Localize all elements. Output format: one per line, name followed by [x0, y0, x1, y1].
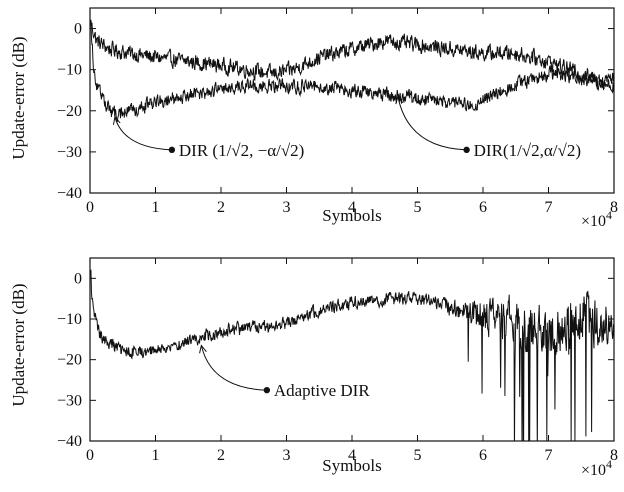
y-tick-label: 0 — [74, 270, 82, 287]
x-tick-label: 4 — [348, 199, 356, 216]
y-tick-label: −20 — [57, 352, 82, 369]
x-tick-label: 1 — [152, 447, 160, 464]
x-tick-label: 0 — [86, 199, 94, 216]
x-axis-multiplier: ×104 — [581, 208, 612, 230]
x-tick-label: 3 — [283, 199, 291, 216]
plot-frame — [89, 257, 615, 442]
annotation-leader — [114, 116, 172, 151]
series-line — [90, 269, 614, 441]
x-axis-label: Symbols — [322, 206, 382, 225]
x-tick-label: 5 — [414, 447, 422, 464]
x-tick-label: 2 — [217, 199, 225, 216]
annotation-arrowhead — [112, 115, 121, 125]
x-tick-label: 4 — [348, 447, 356, 464]
y-tick-label: −40 — [57, 185, 82, 202]
bottom-chart-panel: 0 1 2 3 4 5 6 7 8 0 −10 −20 −30 −40 Symbols ×104 Update-… — [9, 257, 618, 479]
annotation-leader — [397, 96, 467, 151]
x-tick-label: 6 — [479, 447, 487, 464]
series-line — [90, 19, 614, 94]
y-tick-label: 0 — [74, 21, 82, 38]
y-tick-label: −30 — [57, 392, 82, 409]
x-axis-multiplier: ×104 — [581, 457, 612, 479]
annotation-dot — [263, 386, 271, 394]
x-tick-label: 1 — [152, 199, 160, 216]
x-tick-label: 7 — [545, 199, 553, 216]
annotation-arrowhead — [395, 95, 404, 105]
x-tick-label: 7 — [545, 447, 553, 464]
y-tick-label: −30 — [57, 144, 82, 161]
x-axis-label: Symbols — [322, 456, 382, 475]
y-tick-label: −10 — [57, 62, 82, 79]
y-tick-label: −40 — [57, 433, 82, 450]
annotation-dot — [168, 146, 176, 154]
annotation-label: DIR(1/√2,α/√2) — [474, 141, 581, 160]
y-axis-label: Update-error (dB) — [9, 36, 28, 159]
x-tick-label: 0 — [86, 447, 94, 464]
x-tick-label: 5 — [414, 199, 422, 216]
annotation-label: DIR (1/√2, −α/√2) — [179, 141, 304, 160]
y-tick-label: −10 — [57, 311, 82, 328]
y-tick-label: −20 — [57, 103, 82, 120]
annotation-arrowhead — [199, 344, 207, 354]
x-tick-label: 6 — [479, 199, 487, 216]
top-chart-panel: 0 1 2 3 4 5 6 7 8 0 −10 −20 −30 −40 Symbols ×104 Update-… — [9, 7, 618, 230]
annotation-leader — [200, 345, 267, 391]
annotation-label: Adaptive DIR — [274, 381, 371, 400]
x-tick-label: 8 — [610, 199, 618, 216]
y-axis-label: Update-error (dB) — [9, 283, 28, 406]
x-tick-label: 8 — [610, 447, 618, 464]
x-tick-label: 3 — [283, 447, 291, 464]
x-tick-label: 2 — [217, 447, 225, 464]
annotation-dot — [463, 146, 470, 154]
series-line — [90, 19, 614, 123]
